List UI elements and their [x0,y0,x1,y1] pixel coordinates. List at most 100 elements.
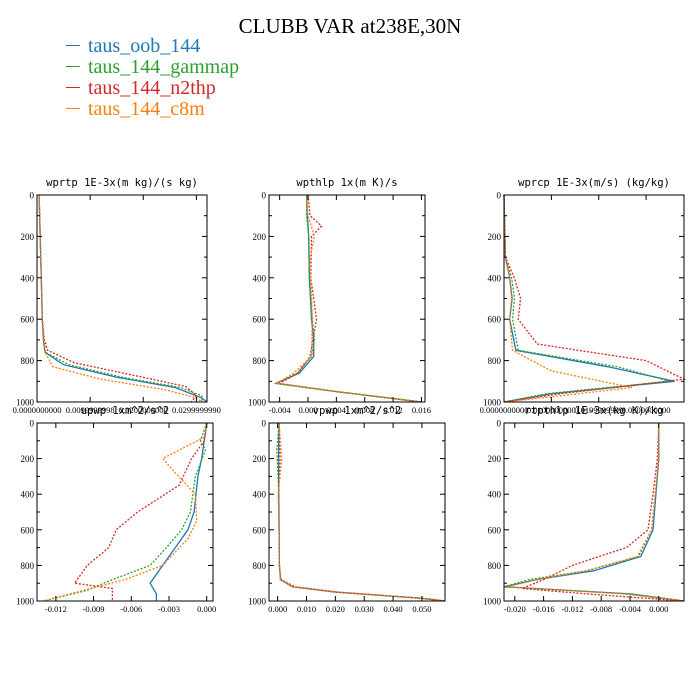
panel-title: wpthlp 1x(m K)/s [296,177,397,189]
y-tick-label: 1000 [16,597,35,607]
series-line [276,422,446,602]
x-tick-label: 0.012 [384,405,403,415]
series-line [503,423,685,602]
y-tick-label: 800 [253,561,267,571]
chart-panel: rtpthlp 1E-3x(kg K)/kg02004006008001000-… [483,405,685,614]
series-line [273,195,422,403]
x-tick-label: 0.0099999998 [66,405,115,415]
series-line [73,422,208,601]
panel-title: upwp 1xm^2/s^2 [81,405,170,417]
x-tick-label: -0.016 [533,604,555,614]
y-tick-label: 200 [253,232,267,242]
series-line [507,423,685,602]
y-tick-label: 800 [488,356,502,366]
x-tick-label: 0.040 [384,604,403,614]
y-tick-label: 0 [497,191,502,201]
x-tick-label: 0.008 [355,405,374,415]
x-tick-label: 0.0000000000 [13,405,62,415]
series-line [38,194,203,403]
series-line [277,422,446,602]
x-tick-label: -0.009 [83,604,105,614]
chart-panel: wprtp 1E-3x(m kg)/(s kg) 0 200 400 600 800 100… [13,177,221,415]
x-tick-label: 0.030 [355,604,374,614]
legend-label: taus_oob_144 [88,35,201,57]
series-line [503,194,670,403]
series-line [277,422,446,602]
x-tick-label: 0.0100000000 [527,405,576,415]
x-tick-label: 0.000 [298,405,317,415]
legend: taus_oob_144 taus_144_gammap taus_144_n2… [66,36,239,120]
y-tick-label: 600 [21,525,35,535]
plot-frame [503,422,685,602]
chart-panel: upwp 1xm^2/s^2 0 200 400 600 800 1000 -0.012 -0.… [16,405,216,614]
y-tick-label: 800 [21,356,35,366]
x-tick-label: -0.008 [590,604,612,614]
legend-item: taus_oob_144 [66,36,239,57]
series-line [274,194,422,403]
y-tick-label: 400 [488,273,502,283]
chart-panel: wprcp 1E-3x(m/s) (kg/kg) 0 200 400 600 800 100… [480,177,687,415]
legend-item: taus_144_gammap [66,57,239,78]
legend-swatch [66,86,80,88]
y-tick-label: 1000 [483,597,502,607]
x-tick-label: 0.016 [412,405,431,415]
series-line [277,422,446,602]
panel-title: vpwp 1xm^2/s^2 [313,405,402,417]
y-tick-label: 400 [253,273,267,283]
x-tick-label: 0.000 [197,604,216,614]
y-tick-label: 0 [30,419,35,429]
x-tick-label: 0.0299999990 [172,405,221,415]
y-tick-label: 800 [488,561,502,571]
y-tick-label: 1000 [248,398,267,408]
plot-frame [36,194,208,403]
y-tick-label: 1000 [248,597,267,607]
legend-label: taus_144_c8m [88,98,205,120]
y-tick-label: 400 [21,490,35,500]
y-tick-label: 1000 [483,398,502,408]
x-tick-label: 0.0200000000 [119,405,168,415]
series-line [43,422,208,602]
series-line [503,194,687,403]
legend-label: taus_144_gammap [88,56,240,78]
y-tick-label: 0 [497,419,502,429]
y-tick-label: 200 [488,454,502,464]
series-line [38,194,198,403]
y-tick-label: 600 [488,315,502,325]
legend-swatch [66,107,80,109]
x-tick-label: -0.020 [504,604,526,614]
x-tick-label: 0.004 [327,405,347,415]
plot-frame [503,194,685,403]
x-tick-label: 0.0199999999 [574,405,623,415]
x-tick-label: 0.020 [326,604,345,614]
y-tick-label: 200 [253,454,267,464]
y-tick-label: 600 [488,525,502,535]
y-tick-label: 800 [253,356,267,366]
y-tick-label: 600 [21,315,35,325]
series-line [521,422,685,602]
series-line [38,194,208,403]
panel-title: wprtp 1E-3x(m kg)/(s kg) [46,177,198,189]
x-tick-label: 0.050 [412,604,431,614]
series-line [273,194,422,403]
x-tick-label: 0.000 [268,604,287,614]
plot-frame [268,194,426,403]
y-tick-label: 800 [21,561,35,571]
x-tick-label: -0.004 [269,405,292,415]
legend-swatch [66,44,80,46]
series-line [38,194,203,402]
x-tick-label: -0.004 [619,604,642,614]
series-line [503,194,675,403]
plot-frame [268,422,446,602]
legend-item: taus_144_c8m [66,99,239,120]
x-tick-label: 0.0300000000 [622,405,671,415]
y-tick-label: 200 [21,232,35,242]
y-tick-label: 400 [488,490,502,500]
y-tick-label: 600 [253,525,267,535]
series-line [503,423,685,602]
page-title: CLUBB VAR at238E,30N [238,14,462,38]
y-tick-label: 0 [262,191,267,201]
x-tick-label: 0.000 [649,604,668,614]
y-tick-label: 1000 [16,398,35,408]
